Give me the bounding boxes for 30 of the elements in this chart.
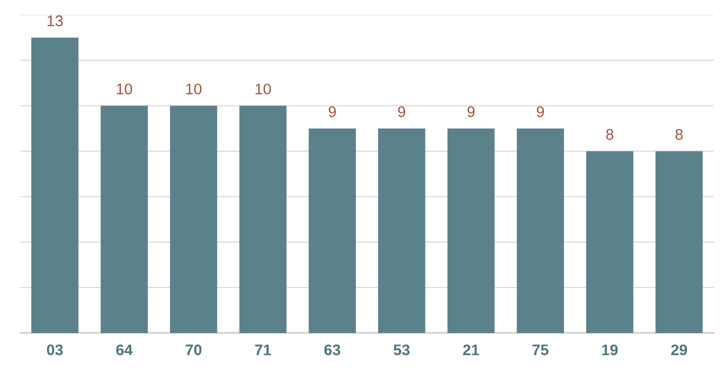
- data-label: 13: [48, 15, 63, 26]
- bar: [100, 106, 148, 333]
- x-tick-label: 53: [394, 344, 410, 356]
- bar: [516, 128, 564, 333]
- data-label: 10: [186, 84, 202, 94]
- x-tick-label: 03: [46, 344, 63, 356]
- x-tick-label: 63: [324, 344, 340, 356]
- data-label: 9: [467, 106, 475, 118]
- x-tick-label: 70: [186, 344, 202, 356]
- x-tick-label: 21: [463, 344, 480, 356]
- x-tick-label: 19: [602, 344, 618, 356]
- data-label: 9: [328, 106, 336, 118]
- data-label: 9: [536, 106, 544, 118]
- x-tick-label: 64: [116, 344, 133, 356]
- data-label: 8: [606, 129, 614, 140]
- data-label: 10: [256, 84, 271, 94]
- bar: [239, 106, 287, 333]
- data-label: 8: [676, 129, 683, 140]
- bar: [170, 106, 218, 333]
- bar: [308, 128, 356, 333]
- bar: [447, 128, 495, 333]
- bar: [31, 38, 78, 333]
- data-label: 10: [116, 84, 132, 94]
- bar: [656, 151, 703, 333]
- x-tick-label: 29: [671, 344, 688, 356]
- data-label: 9: [398, 106, 406, 118]
- x-tick-label: 75: [532, 344, 548, 356]
- bar: [586, 151, 634, 333]
- bar: [378, 128, 426, 333]
- x-tick-label: 71: [255, 344, 272, 356]
